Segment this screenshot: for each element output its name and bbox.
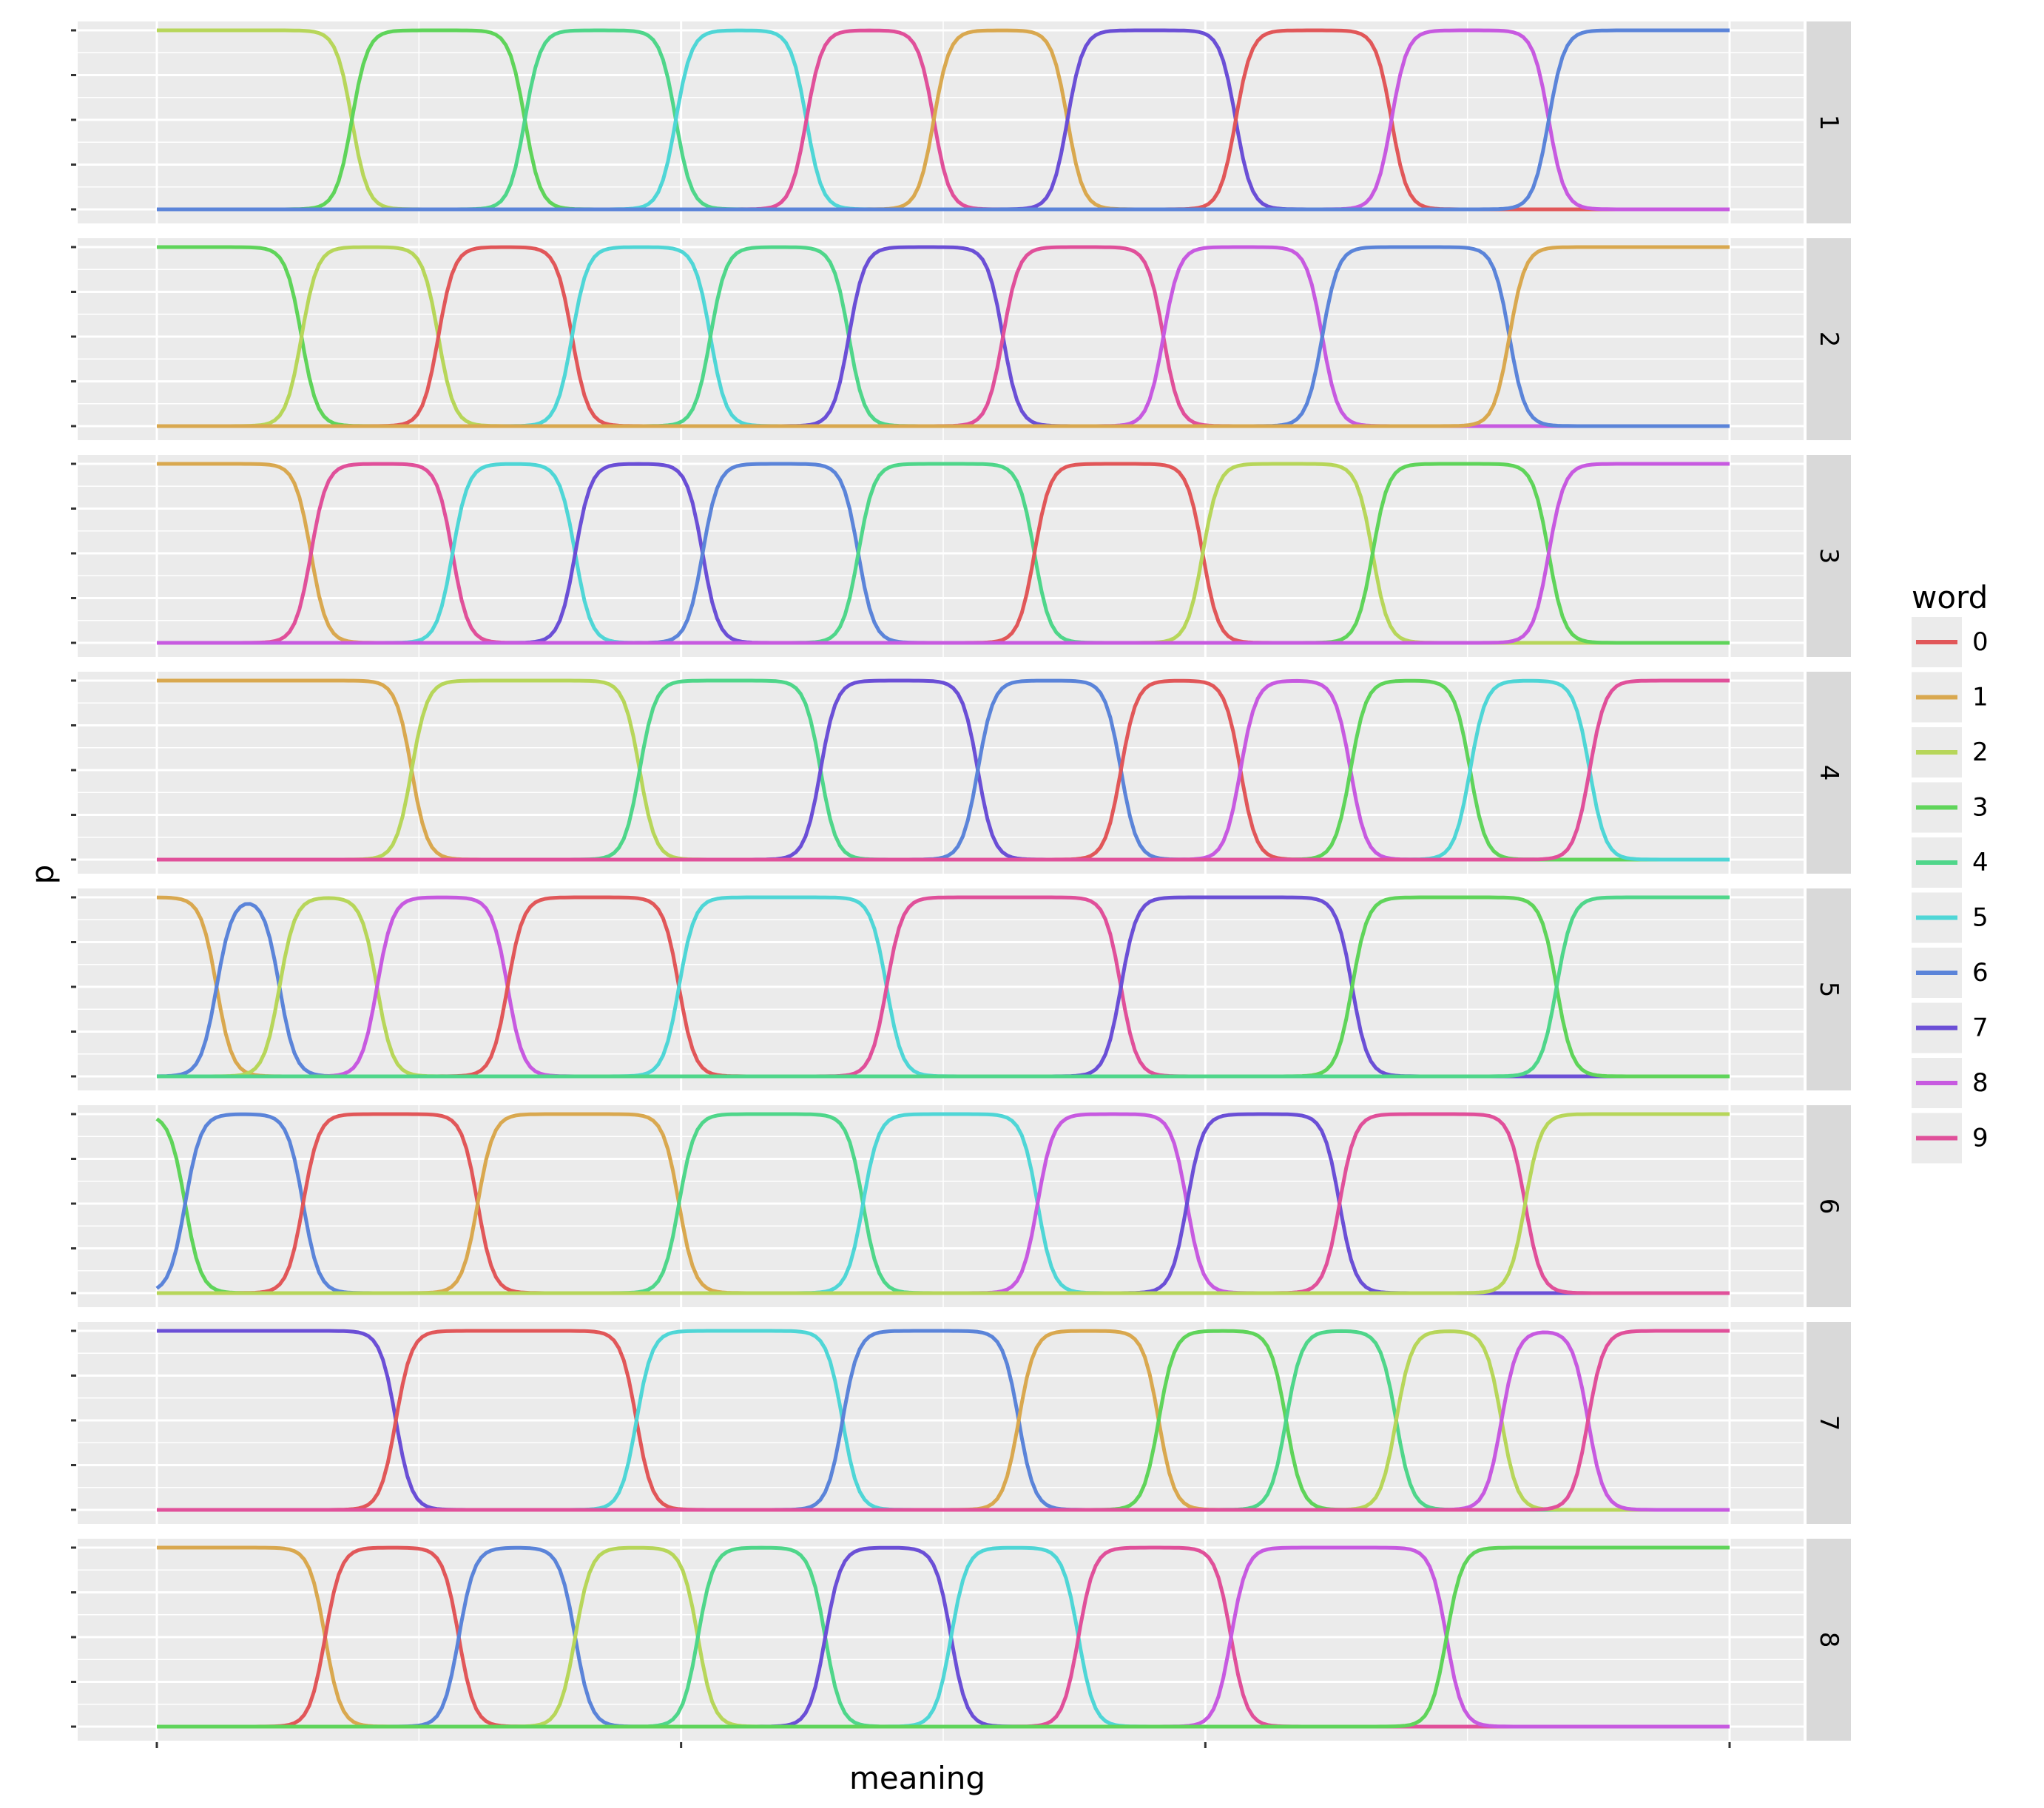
panel-background (78, 238, 1804, 440)
series-line-word-8 (157, 462, 1730, 645)
facet-strip-label: 8 (1814, 1632, 1844, 1648)
legend-title: word (1912, 579, 1988, 615)
facet-strip-label: 1 (1814, 115, 1844, 131)
facet-panel-7: 7 (71, 1322, 1851, 1524)
facet-strip-label: 7 (1814, 1415, 1844, 1431)
panel-background (78, 672, 1804, 874)
panels: 1 2 3 4 5 6 7 8 (71, 21, 1851, 1741)
panel-background (78, 455, 1804, 657)
x-axis (155, 1742, 1731, 1748)
legend-item-6: 6 (1912, 948, 1989, 998)
legend-item-5: 5 (1912, 892, 1989, 943)
y-axis-label: p (24, 865, 61, 885)
legend-label: 0 (1972, 627, 1989, 657)
legend-item-4: 4 (1912, 837, 1989, 888)
series-line-word-1 (157, 245, 1730, 428)
series-line-word-9 (157, 678, 1730, 862)
facet-strip (1807, 21, 1851, 223)
series-line-word-3 (157, 1545, 1730, 1729)
legend-label: 4 (1972, 848, 1989, 877)
legend-item-1: 1 (1912, 672, 1989, 723)
panel-background (78, 1539, 1804, 1741)
facet-panel-5: 5 (71, 888, 1851, 1090)
legend-label: 6 (1972, 958, 1989, 988)
facet-strip (1807, 455, 1851, 657)
series-line-word-4 (157, 895, 1730, 1079)
panel-background (78, 1105, 1804, 1307)
facet-panel-4: 4 (71, 672, 1851, 874)
facet-panel-6: 6 (71, 1105, 1851, 1307)
legend-label: 1 (1972, 683, 1989, 712)
legend-item-2: 2 (1912, 727, 1989, 777)
legend-label: 8 (1972, 1068, 1989, 1098)
panel-background (78, 1322, 1804, 1524)
facet-panel-1: 1 (71, 21, 1851, 223)
legend-label: 3 (1972, 793, 1989, 823)
legend: word 0 1 2 3 4 5 6 7 8 9 (1912, 579, 1989, 1164)
facet-panel-3: 3 (71, 455, 1851, 657)
facet-strip-label: 4 (1814, 765, 1844, 781)
facet-strip-label: 2 (1814, 331, 1844, 348)
legend-label: 9 (1972, 1124, 1989, 1153)
legend-item-7: 7 (1912, 1002, 1989, 1053)
facet-panel-2: 2 (71, 238, 1851, 440)
legend-items: 0 1 2 3 4 5 6 7 8 9 (1912, 617, 1989, 1164)
facet-strip (1807, 888, 1851, 1090)
facet-strip-label: 3 (1814, 548, 1844, 564)
facet-strip (1807, 238, 1851, 440)
facet-panel-8: 8 (71, 1539, 1851, 1741)
series-line-word-9 (157, 1329, 1730, 1512)
series-line-word-2 (157, 1112, 1730, 1295)
panel-background (78, 888, 1804, 1090)
facet-strip (1807, 1105, 1851, 1307)
facet-strip-label: 5 (1814, 982, 1844, 998)
facet-strip (1807, 1322, 1851, 1524)
facet-strip (1807, 1539, 1851, 1741)
legend-label: 5 (1972, 903, 1989, 933)
legend-item-8: 8 (1912, 1058, 1989, 1108)
facet-strip-label: 6 (1814, 1198, 1844, 1215)
series-line-word-6 (157, 28, 1730, 212)
legend-item-3: 3 (1912, 782, 1989, 833)
legend-item-9: 9 (1912, 1113, 1989, 1164)
legend-label: 7 (1972, 1013, 1989, 1043)
legend-item-0: 0 (1912, 617, 1989, 667)
facet-strip (1807, 672, 1851, 874)
x-axis-label: meaning (849, 1760, 985, 1796)
legend-label: 2 (1972, 738, 1989, 767)
